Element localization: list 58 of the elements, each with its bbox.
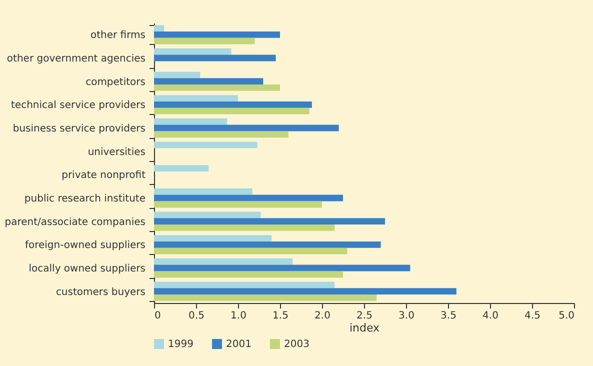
legend-label: 2003: [284, 339, 310, 350]
bar: [154, 224, 335, 231]
x-tick-label: 4.5: [524, 310, 540, 322]
bar: [154, 95, 238, 102]
x-tick-label: 2.0: [314, 310, 330, 322]
x-tick-label: 1.5: [272, 310, 288, 322]
y-tick-label: customers buyers: [56, 286, 146, 298]
x-tick-label: 3.0: [398, 310, 414, 322]
x-tick-label: 3.5: [440, 310, 456, 322]
bar: [154, 188, 252, 195]
bar: [154, 194, 343, 202]
bar: [154, 84, 280, 91]
bar: [154, 294, 377, 301]
bar: [154, 108, 310, 114]
x-tick-label: 0.5: [188, 310, 204, 322]
y-tick-label: competitors: [86, 76, 146, 88]
bar: [154, 31, 280, 38]
bar: [154, 241, 381, 248]
x-tick-label: 4.0: [482, 310, 498, 322]
bar: [154, 101, 312, 108]
bar: [154, 288, 456, 295]
bar: [154, 48, 232, 55]
bar: [154, 248, 348, 254]
y-tick-label: private nonprofit: [62, 170, 146, 182]
legend-label: 1999: [168, 339, 194, 350]
bar: [154, 25, 164, 32]
bar: [154, 118, 228, 125]
bar: [154, 78, 264, 85]
y-tick-label: technical service providers: [11, 100, 146, 112]
bar: [154, 165, 209, 172]
y-tick-label: other government agencies: [6, 54, 146, 64]
bar: [154, 131, 288, 138]
bar: [154, 212, 261, 218]
y-tick-label: universities: [88, 146, 146, 158]
bar: [154, 72, 200, 78]
bar: [154, 142, 258, 148]
y-tick-label: foreign-owned suppliers: [24, 240, 146, 252]
bar: [154, 271, 343, 278]
bar: [154, 124, 339, 132]
y-tick-label: public research institute: [24, 194, 146, 204]
legend-label: 2001: [226, 339, 252, 350]
x-tick-label: 0: [154, 310, 161, 322]
y-tick-label: other firms: [90, 30, 146, 42]
bar: [154, 282, 335, 288]
bar: [154, 54, 276, 62]
y-tick-label: parent/associate companies: [4, 216, 146, 228]
x-tick-label: 1.0: [230, 310, 246, 322]
x-tick-label: 2.5: [356, 310, 372, 322]
y-tick-label: business service providers: [12, 124, 146, 134]
bar: [154, 38, 255, 44]
bar: [154, 218, 385, 225]
bar: [154, 201, 322, 208]
x-axis-title: index: [349, 322, 380, 334]
x-tick-label: 5.0: [558, 310, 574, 322]
bar: [154, 258, 293, 265]
bar: [154, 235, 272, 242]
bar: [154, 264, 410, 272]
y-tick-label: locally owned suppliers: [28, 264, 146, 274]
